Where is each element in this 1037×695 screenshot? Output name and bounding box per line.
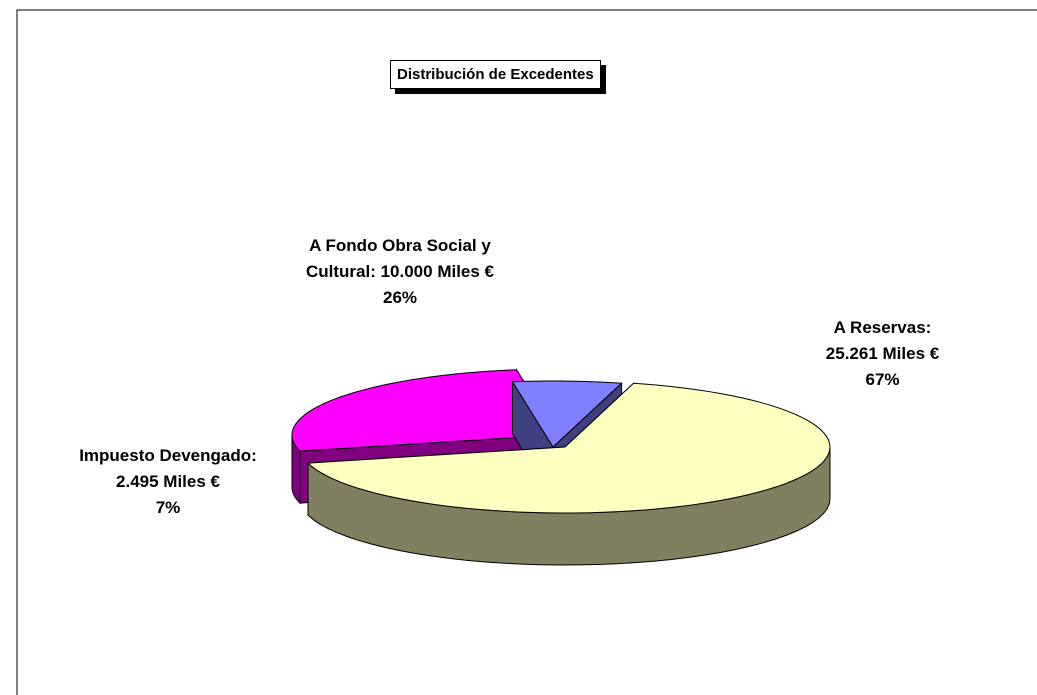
chart-frame (16, 9, 1037, 695)
value-label: 25.261 Miles € (825, 344, 940, 363)
category-label: A Fondo Obra Social y Cultural: (305, 236, 491, 281)
percent-label: 7% (155, 498, 181, 517)
value-label: 2.495 Miles € (116, 472, 220, 491)
pie-slice (291, 369, 558, 452)
pie-slice (306, 382, 831, 514)
category-label: A Reservas: (833, 318, 932, 337)
category-label: Impuesto Devengado: (79, 446, 257, 465)
pie-slice (511, 380, 623, 448)
value-label: 10.000 Miles € (380, 262, 495, 281)
percent-label: 67% (865, 370, 900, 389)
slice-label: A Fondo Obra Social y Cultural: 10.000 M… (300, 233, 500, 311)
slice-label: Impuesto Devengado: 2.495 Miles € 7% (68, 443, 268, 521)
percent-label: 26% (382, 288, 418, 307)
chart-title: Distribución de Excedentes (390, 60, 601, 89)
pie (291, 368, 831, 566)
slice-label: A Reservas: 25.261 Miles € 67% (790, 315, 975, 393)
